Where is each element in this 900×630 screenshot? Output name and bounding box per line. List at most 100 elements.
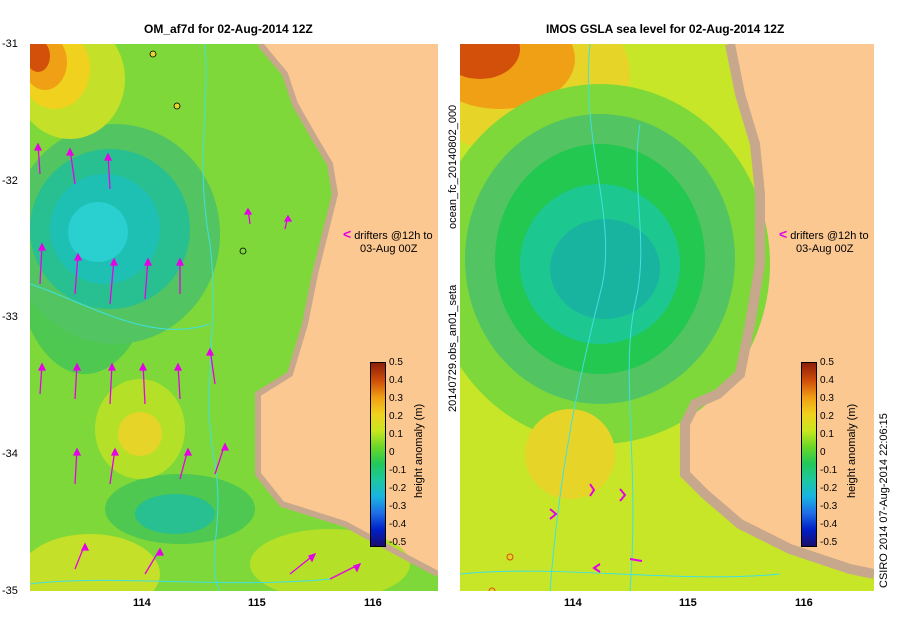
colorbar-label: -0.1 [389, 465, 407, 476]
y-tick-label: -31 [2, 38, 18, 50]
right-panel-title: IMOS GSLA sea level for 02-Aug-2014 12Z [546, 22, 785, 36]
contour-patch [460, 44, 520, 79]
arrow [214, 442, 230, 475]
drifter-label-line2: 03-Aug 00Z [796, 243, 854, 255]
y-tick-label: -35 [2, 585, 18, 597]
arrow [107, 362, 117, 405]
drifter-label-left: < drifters @12h to 03-Aug 00Z [343, 226, 433, 256]
colorbar-label: 0.2 [820, 411, 834, 422]
colorbar-label: 0.5 [389, 357, 403, 368]
colorbar-label: 0.1 [389, 429, 403, 440]
x-tick-label: 116 [795, 597, 813, 609]
drifter-arrow-icon: < [343, 226, 352, 242]
arrow [109, 447, 120, 485]
drifter-tracks [549, 483, 643, 573]
river-line [549, 44, 607, 591]
contour-patch [30, 44, 50, 72]
forecast-id-text: ocean_fc_20140802_000 [447, 104, 459, 229]
arrow [73, 252, 83, 295]
colorbar-right-title: height anomaly (m) [846, 403, 858, 498]
coastline [255, 44, 438, 577]
colorbar-label: 0.3 [389, 393, 403, 404]
drifter-label-line1: < drifters @12h to [779, 226, 869, 242]
drifter-track [592, 563, 601, 573]
contour-patch [250, 529, 410, 591]
arrow [72, 362, 82, 400]
left-map [30, 44, 438, 591]
drifter-marker [506, 553, 514, 561]
colorbar-label: 0.4 [820, 375, 834, 386]
arrow [65, 147, 76, 185]
river-line [30, 283, 211, 330]
colorbar-label: -0.2 [389, 483, 407, 494]
colorbar-label: 0.4 [389, 375, 403, 386]
river-line [628, 123, 642, 591]
colorbar-label: 0.1 [820, 429, 834, 440]
contour-patch [68, 202, 128, 262]
y-tick-label: -34 [2, 448, 18, 460]
arrow [138, 362, 148, 405]
contour-patch [118, 412, 162, 456]
colorbar-label: -0.3 [389, 501, 407, 512]
arrow [283, 214, 293, 230]
river-line [202, 44, 221, 591]
arrow [329, 562, 362, 580]
arrow [205, 347, 216, 385]
drifter-track [589, 483, 596, 497]
contour-patch [135, 494, 215, 534]
arrow [103, 152, 113, 190]
colorbar-left-title: height anomaly (m) [413, 403, 425, 498]
drifter-track [629, 558, 643, 562]
colorbar-label: 0.3 [820, 393, 834, 404]
drifter-track [549, 508, 558, 520]
right-map [460, 44, 874, 591]
credit-text: CSIRO 2014 07-Aug-2014 22:06:15 [878, 413, 890, 588]
river-line [30, 578, 331, 585]
contour-patch [525, 409, 615, 499]
arrow [179, 447, 193, 480]
colorbar-label: 0 [820, 447, 826, 458]
colorbar-label: -0.4 [389, 519, 407, 530]
river-line [460, 570, 781, 578]
arrow [175, 257, 185, 294]
contour-patch [30, 534, 160, 591]
drifter-marker [149, 50, 157, 58]
left-panel-title: OM_af7d for 02-Aug-2014 12Z [144, 22, 313, 36]
colorbar-label: -0.4 [820, 519, 838, 530]
x-tick-label: 116 [364, 597, 382, 609]
y-tick-label: -33 [2, 311, 18, 323]
arrow [289, 552, 317, 575]
arrow [109, 257, 119, 305]
drifter-marker [173, 102, 181, 110]
drifter-track [619, 488, 627, 502]
arrow [243, 207, 253, 225]
colorbar-label: 0 [389, 447, 395, 458]
colorbar-label: -0.5 [820, 537, 838, 548]
arrow [173, 362, 183, 400]
drifter-arrow-icon: < [779, 226, 788, 242]
arrow [72, 447, 82, 485]
arrow [37, 362, 47, 395]
coastline [680, 44, 874, 579]
colorbar-right [801, 362, 817, 547]
drifter-label-right: < drifters @12h to 03-Aug 00Z [779, 226, 869, 256]
arrow [33, 142, 43, 175]
colorbar-label: -0.1 [820, 465, 838, 476]
colorbar-label: 0.2 [389, 411, 403, 422]
x-tick-label: 114 [564, 597, 582, 609]
obs-id-text: 20140729.obs_an01_seta [447, 284, 459, 412]
arrow [144, 547, 165, 575]
colorbar-label: -0.3 [820, 501, 838, 512]
arrow [37, 242, 47, 285]
arrow [74, 542, 90, 570]
drifter-marker [488, 587, 496, 591]
y-tick-label: -32 [2, 175, 18, 187]
drifter-label-line1: < drifters @12h to [343, 226, 433, 242]
arrow [143, 257, 153, 300]
colorbar-label: 0.5 [820, 357, 834, 368]
colorbar-left [370, 362, 386, 547]
x-tick-label: 114 [133, 597, 151, 609]
drifter-label-line2: 03-Aug 00Z [360, 243, 418, 255]
colorbar-label: -0.5 [389, 537, 407, 548]
colorbar-label: -0.2 [820, 483, 838, 494]
